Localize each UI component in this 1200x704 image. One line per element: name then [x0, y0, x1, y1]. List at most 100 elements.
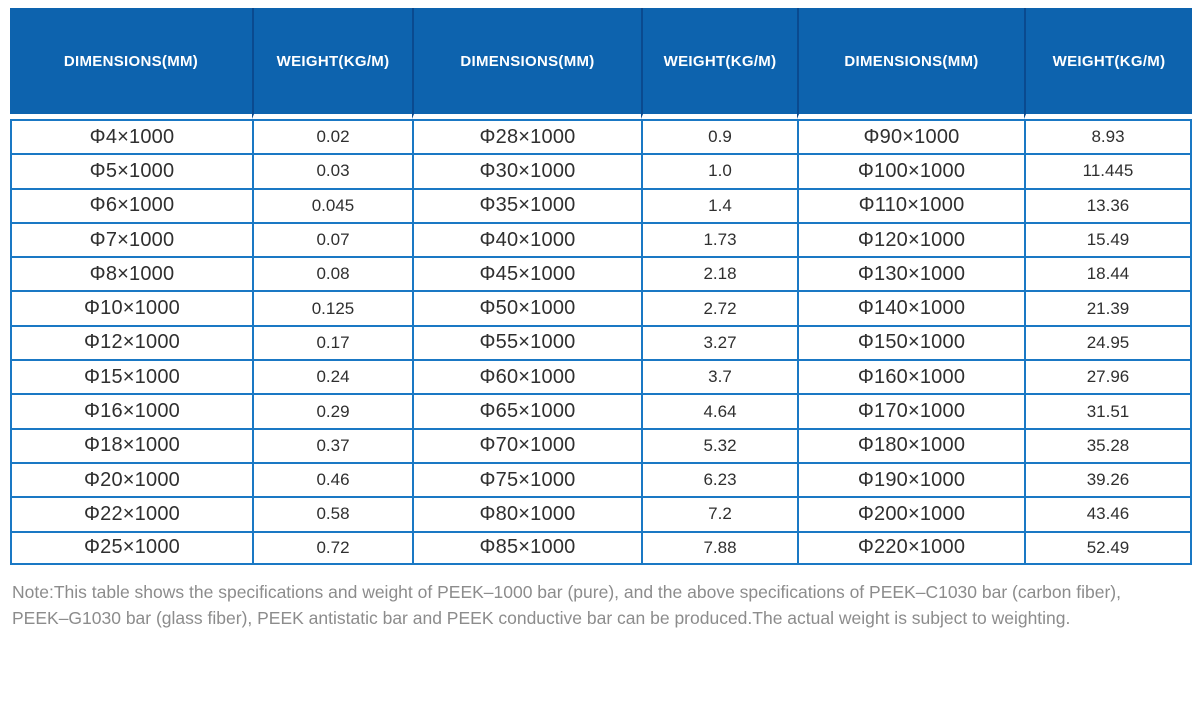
weight-cell: 1.73 — [641, 221, 797, 257]
weight-cell: 0.08 — [252, 256, 412, 291]
weight-cell: 35.28 — [1024, 427, 1192, 462]
dimension-cell: Φ35×1000 — [412, 187, 641, 222]
weight-cell: 0.9 — [641, 119, 797, 154]
column-header-dimensions: DIMENSIONS(MM) — [412, 8, 641, 119]
weight-cell: 0.37 — [252, 427, 412, 462]
table-row: Φ10×1000 0.125 Φ50×1000 2.72 Φ140×1000 21.39 — [10, 290, 1192, 325]
dimension-cell: Φ20×1000 — [10, 461, 252, 497]
column-header-dimensions: DIMENSIONS(MM) — [10, 8, 252, 119]
weight-cell: 0.24 — [252, 359, 412, 394]
dimension-cell: Φ50×1000 — [412, 290, 641, 325]
dimension-cell: Φ22×1000 — [10, 496, 252, 531]
dimension-cell: Φ12×1000 — [10, 324, 252, 360]
dimension-cell: Φ45×1000 — [412, 256, 641, 291]
weight-cell: 43.46 — [1024, 496, 1192, 531]
table-row: Φ15×1000 0.24 Φ60×1000 3.7 Φ160×1000 27.96 — [10, 359, 1192, 394]
dimension-cell: Φ55×1000 — [412, 324, 641, 360]
weight-cell: 0.03 — [252, 153, 412, 188]
weight-cell: 1.4 — [641, 187, 797, 222]
dimension-cell: Φ18×1000 — [10, 427, 252, 462]
table-note: Note:This table shows the specifications… — [12, 581, 1121, 628]
weight-cell: 0.58 — [252, 496, 412, 531]
weight-cell: 13.36 — [1024, 187, 1192, 222]
dimension-cell: Φ85×1000 — [412, 530, 641, 565]
dimension-cell: Φ160×1000 — [797, 359, 1024, 394]
weight-cell: 0.17 — [252, 324, 412, 360]
dimension-cell: Φ75×1000 — [412, 461, 641, 497]
dimension-cell: Φ8×1000 — [10, 256, 252, 291]
weight-cell: 0.045 — [252, 187, 412, 222]
weight-cell: 18.44 — [1024, 256, 1192, 291]
peek-bar-spec-page: DIMENSIONS(MM) WEIGHT(KG/M) DIMENSIONS(MM)… — [10, 8, 1192, 628]
table-row: Φ25×1000 0.72 Φ85×1000 7.88 Φ220×1000 52.49 — [10, 530, 1192, 565]
dimension-cell: Φ16×1000 — [10, 393, 252, 428]
weight-cell: 0.02 — [252, 119, 412, 154]
weight-cell: 21.39 — [1024, 290, 1192, 325]
table-row: Φ6×1000 0.045 Φ35×1000 1.4 Φ110×1000 13.36 — [10, 187, 1192, 222]
weight-cell: 0.07 — [252, 221, 412, 257]
table-row: Φ7×1000 0.07 Φ40×1000 1.73 Φ120×1000 15.49 — [10, 221, 1192, 257]
weight-cell: 7.2 — [641, 496, 797, 531]
weight-cell: 15.49 — [1024, 221, 1192, 257]
dimension-cell: Φ180×1000 — [797, 427, 1024, 462]
weight-cell: 4.64 — [641, 393, 797, 428]
weight-cell: 24.95 — [1024, 324, 1192, 360]
dimension-cell: Φ190×1000 — [797, 461, 1024, 497]
table-row: Φ8×1000 0.08 Φ45×1000 2.18 Φ130×1000 18.44 — [10, 256, 1192, 291]
dimension-cell: Φ110×1000 — [797, 187, 1024, 222]
dimension-cell: Φ7×1000 — [10, 221, 252, 257]
dimension-cell: Φ80×1000 — [412, 496, 641, 531]
dimension-cell: Φ90×1000 — [797, 119, 1024, 154]
dimension-cell: Φ200×1000 — [797, 496, 1024, 531]
column-header-weight: WEIGHT(KG/M) — [252, 8, 412, 119]
table-row: Φ5×1000 0.03 Φ30×1000 1.0 Φ100×1000 11.445 — [10, 153, 1192, 188]
table-row: Φ12×1000 0.17 Φ55×1000 3.27 Φ150×1000 24.95 — [10, 324, 1192, 360]
weight-cell: 0.72 — [252, 530, 412, 565]
dimension-cell: Φ140×1000 — [797, 290, 1024, 325]
weight-cell: 7.88 — [641, 530, 797, 565]
weight-cell: 3.7 — [641, 359, 797, 394]
table-row: Φ4×1000 0.02 Φ28×1000 0.9 Φ90×1000 8.93 — [10, 119, 1192, 154]
weight-cell: 2.18 — [641, 256, 797, 291]
weight-cell: 1.0 — [641, 153, 797, 188]
weight-cell: 11.445 — [1024, 153, 1192, 188]
weight-cell: 3.27 — [641, 324, 797, 360]
dimension-cell: Φ25×1000 — [10, 530, 252, 565]
dimension-cell: Φ120×1000 — [797, 221, 1024, 257]
dimension-cell: Φ40×1000 — [412, 221, 641, 257]
dimension-cell: Φ130×1000 — [797, 256, 1024, 291]
dimension-cell: Φ170×1000 — [797, 393, 1024, 428]
table-row: Φ16×1000 0.29 Φ65×1000 4.64 Φ170×1000 31.51 — [10, 393, 1192, 428]
table-row: Φ20×1000 0.46 Φ75×1000 6.23 Φ190×1000 39.26 — [10, 461, 1192, 497]
column-header-dimensions: DIMENSIONS(MM) — [797, 8, 1024, 119]
header-row: DIMENSIONS(MM) WEIGHT(KG/M) DIMENSIONS(MM)… — [10, 8, 1192, 119]
dimension-cell: Φ10×1000 — [10, 290, 252, 325]
weight-cell: 39.26 — [1024, 461, 1192, 497]
weight-cell: 6.23 — [641, 461, 797, 497]
weight-cell: 0.125 — [252, 290, 412, 325]
dimension-cell: Φ70×1000 — [412, 427, 641, 462]
column-header-weight: WEIGHT(KG/M) — [1024, 8, 1192, 119]
dimension-cell: Φ5×1000 — [10, 153, 252, 188]
weight-cell: 2.72 — [641, 290, 797, 325]
dimension-cell: Φ15×1000 — [10, 359, 252, 394]
weight-cell: 27.96 — [1024, 359, 1192, 394]
weight-cell: 5.32 — [641, 427, 797, 462]
weight-cell: 31.51 — [1024, 393, 1192, 428]
dimension-cell: Φ4×1000 — [10, 119, 252, 154]
spec-table: DIMENSIONS(MM) WEIGHT(KG/M) DIMENSIONS(MM)… — [10, 8, 1192, 565]
column-header-weight: WEIGHT(KG/M) — [641, 8, 797, 119]
weight-cell: 0.46 — [252, 461, 412, 497]
table-body: Φ4×1000 0.02 Φ28×1000 0.9 Φ90×1000 8.93 Φ5×100… — [10, 119, 1192, 565]
dimension-cell: Φ150×1000 — [797, 324, 1024, 360]
dimension-cell: Φ65×1000 — [412, 393, 641, 428]
weight-cell: 52.49 — [1024, 530, 1192, 565]
dimension-cell: Φ60×1000 — [412, 359, 641, 394]
dimension-cell: Φ6×1000 — [10, 187, 252, 222]
table-row: Φ18×1000 0.37 Φ70×1000 5.32 Φ180×1000 35.28 — [10, 427, 1192, 462]
dimension-cell: Φ30×1000 — [412, 153, 641, 188]
table-row: Φ22×1000 0.58 Φ80×1000 7.2 Φ200×1000 43.46 — [10, 496, 1192, 531]
dimension-cell: Φ28×1000 — [412, 119, 641, 154]
weight-cell: 0.29 — [252, 393, 412, 428]
dimension-cell: Φ220×1000 — [797, 530, 1024, 565]
